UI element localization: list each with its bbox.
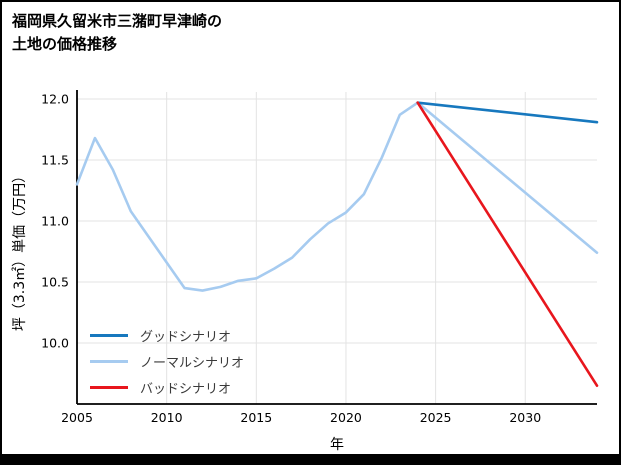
tick-labels: 2005 2010 2015 2020 2025 2030 10.0 10.5 11.0 11.5…: [41, 92, 541, 426]
series-line-0: [416, 101, 599, 124]
legend-label-good: グッドシナリオ: [140, 329, 232, 345]
legend-item-bad: バッドシナリオ: [90, 374, 244, 400]
svg-text:2020: 2020: [330, 410, 362, 425]
svg-text:11.0: 11.0: [41, 214, 69, 229]
series-line-1: [75, 101, 599, 292]
legend-item-good: グッドシナリオ: [90, 322, 244, 348]
chart-title-line1: 福岡県久留米市三潴町早津崎の: [12, 12, 223, 30]
legend: グッドシナリオ ノーマルシナリオ バッドシナリオ: [90, 322, 244, 400]
svg-text:12.0: 12.0: [41, 92, 69, 107]
gridlines: [77, 92, 597, 404]
legend-label-normal: ノーマルシナリオ: [140, 355, 245, 371]
good-scenario-line-swatch: [90, 333, 128, 337]
legend-item-normal: ノーマルシナリオ: [90, 348, 244, 374]
chart-title-line2: 土地の価格推移: [12, 34, 118, 53]
normal-scenario-line-swatch: [90, 359, 128, 363]
series-line-2: [416, 101, 599, 388]
svg-text:2015: 2015: [240, 410, 272, 425]
svg-text:2010: 2010: [151, 410, 183, 425]
chart-title: 福岡県久留米市三潴町早津崎の 土地の価格推移: [12, 10, 222, 55]
svg-text:2005: 2005: [61, 410, 93, 425]
x-axis-label: 年: [330, 437, 344, 453]
bad-scenario-line-swatch: [90, 385, 128, 389]
svg-text:2025: 2025: [420, 410, 452, 425]
legend-label-bad: バッドシナリオ: [140, 381, 232, 397]
svg-text:10.5: 10.5: [41, 275, 69, 290]
svg-text:2030: 2030: [509, 410, 541, 425]
series-lines: [75, 101, 599, 388]
svg-text:10.0: 10.0: [41, 336, 69, 351]
axes: [76, 90, 597, 405]
svg-text:11.5: 11.5: [41, 153, 69, 168]
y-axis-label: 坪（3.3㎡）単価（万円）: [12, 169, 28, 331]
bottom-bar: [2, 454, 619, 463]
